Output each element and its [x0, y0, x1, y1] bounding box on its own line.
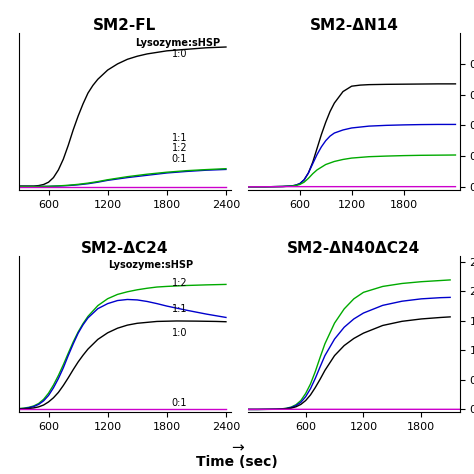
Text: 1:2: 1:2 [172, 143, 187, 153]
Text: 0:1: 0:1 [172, 154, 187, 164]
Text: 1:1: 1:1 [172, 304, 187, 314]
Text: 0:1: 0:1 [172, 398, 187, 408]
Text: 1:0: 1:0 [172, 328, 187, 338]
Text: 1:2: 1:2 [172, 278, 187, 288]
Title: SM2-FL: SM2-FL [93, 18, 156, 33]
Text: 1:0: 1:0 [172, 49, 187, 59]
Text: 1:1: 1:1 [172, 134, 187, 144]
Title: SM2-ΔN40ΔC24: SM2-ΔN40ΔC24 [287, 241, 420, 255]
Title: SM2-ΔN14: SM2-ΔN14 [310, 18, 398, 33]
Text: →: → [231, 440, 243, 456]
Text: Lysozyme:sHSP: Lysozyme:sHSP [136, 38, 221, 48]
Text: Lysozyme:sHSP: Lysozyme:sHSP [108, 260, 193, 270]
Text: Time (sec): Time (sec) [196, 455, 278, 469]
Title: SM2-ΔC24: SM2-ΔC24 [81, 241, 169, 255]
